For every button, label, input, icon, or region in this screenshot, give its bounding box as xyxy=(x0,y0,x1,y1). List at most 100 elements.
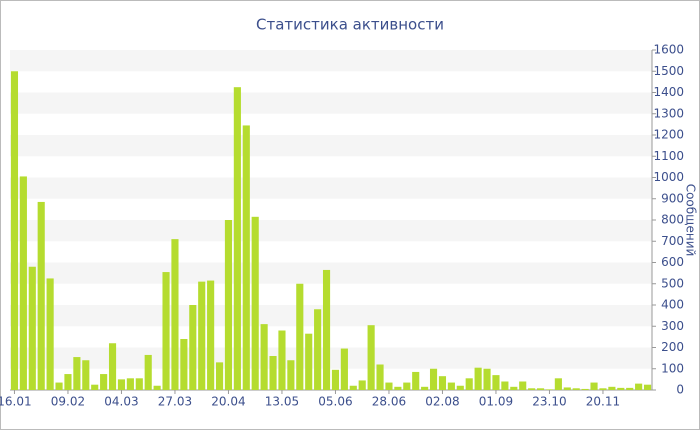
bar xyxy=(10,71,19,390)
y-tick-label: 1500 xyxy=(653,64,684,78)
bar xyxy=(572,388,580,390)
bar xyxy=(117,379,126,390)
y-tick-label: 0 xyxy=(676,383,684,397)
bar xyxy=(563,387,571,390)
bar xyxy=(37,201,45,390)
bar xyxy=(510,386,518,390)
bar xyxy=(305,333,313,390)
bar xyxy=(581,388,589,390)
bar xyxy=(224,220,233,390)
bar xyxy=(519,381,527,390)
grid-band xyxy=(10,262,652,284)
bar xyxy=(331,369,340,390)
grid-band xyxy=(10,177,652,199)
bar xyxy=(643,384,652,390)
grid-band xyxy=(10,135,652,157)
bar xyxy=(385,382,393,390)
grid-band xyxy=(10,92,652,114)
bar xyxy=(322,269,331,390)
bar xyxy=(28,266,36,390)
bar xyxy=(626,387,634,390)
y-tick-label: 500 xyxy=(661,276,684,290)
bar xyxy=(189,305,197,390)
y-tick-label: 1000 xyxy=(653,170,684,184)
y-tick-label: 1400 xyxy=(653,85,684,99)
bar xyxy=(340,348,348,390)
bar xyxy=(82,360,90,390)
bar xyxy=(492,375,500,390)
bar xyxy=(403,382,411,390)
bar xyxy=(545,389,554,390)
bar xyxy=(447,382,455,390)
bar xyxy=(233,87,241,390)
bar xyxy=(456,385,464,390)
y-tick-label: 800 xyxy=(661,213,684,227)
bar xyxy=(162,272,170,390)
bar xyxy=(635,383,643,390)
bar xyxy=(376,364,384,390)
bar xyxy=(501,381,509,390)
bar xyxy=(55,382,63,390)
x-tick-label: 27.03 xyxy=(158,395,192,409)
bar xyxy=(260,324,268,390)
bar xyxy=(394,386,402,390)
x-tick-label: 16.01 xyxy=(0,395,32,409)
bar xyxy=(287,360,295,390)
y-tick-label: 1200 xyxy=(653,128,684,142)
x-tick-label: 13.05 xyxy=(265,395,299,409)
x-tick-label: 23.10 xyxy=(532,395,566,409)
y-tick-label: 300 xyxy=(661,319,684,333)
bar xyxy=(349,385,357,390)
bar xyxy=(73,357,81,390)
y-tick-label: 600 xyxy=(661,255,684,269)
bar xyxy=(599,388,607,390)
x-tick-label: 20.11 xyxy=(586,395,620,409)
bar xyxy=(251,216,259,390)
x-tick-label: 05.06 xyxy=(318,395,352,409)
bar xyxy=(358,380,366,390)
x-tick-label: 09.02 xyxy=(51,395,85,409)
bar xyxy=(465,378,473,390)
y-tick-label: 1600 xyxy=(653,43,684,57)
bar xyxy=(269,356,277,390)
bar xyxy=(198,281,206,390)
bar xyxy=(46,278,54,390)
bar xyxy=(180,339,188,390)
y-tick-label: 1300 xyxy=(653,106,684,120)
grid-band xyxy=(10,220,652,242)
y-tick-label: 700 xyxy=(661,234,684,248)
bar xyxy=(608,386,616,390)
y-tick-label: 400 xyxy=(661,298,684,312)
bar xyxy=(617,387,625,390)
bar xyxy=(215,362,224,390)
bar xyxy=(19,176,27,390)
bar xyxy=(135,378,143,390)
bar xyxy=(153,385,161,390)
bar xyxy=(483,368,491,390)
grid-band xyxy=(10,50,652,72)
x-tick-label: 02.08 xyxy=(425,395,459,409)
y-axis-label: Сообщений xyxy=(684,184,698,257)
bar xyxy=(278,330,286,390)
bar xyxy=(429,368,438,390)
x-tick-label: 28.06 xyxy=(372,395,406,409)
x-tick-label: 01.09 xyxy=(479,395,513,409)
grid-band xyxy=(10,305,652,327)
bar xyxy=(474,367,482,390)
y-tick-label: 1100 xyxy=(653,149,684,163)
bar xyxy=(126,378,134,390)
bar xyxy=(242,125,250,390)
bar xyxy=(412,371,420,390)
bar xyxy=(421,386,429,390)
bar xyxy=(144,354,152,390)
y-tick-label: 100 xyxy=(661,361,684,375)
bar xyxy=(536,388,545,390)
bar xyxy=(296,283,304,390)
bar xyxy=(528,388,536,390)
x-tick-label: 20.04 xyxy=(211,395,245,409)
bar xyxy=(590,382,598,390)
chart-title: Статистика активности xyxy=(256,16,444,34)
bar xyxy=(91,384,99,390)
y-tick-label: 900 xyxy=(661,191,684,205)
